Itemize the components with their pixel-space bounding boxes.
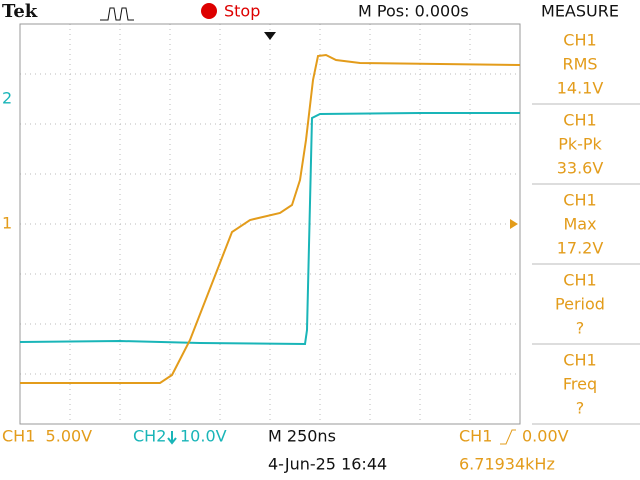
timebase: M 250ns — [268, 427, 336, 446]
ch2-scale-icon — [167, 431, 177, 445]
brand: Tek — [2, 1, 38, 22]
date-time: 4-Jun-25 16:44 — [268, 455, 387, 474]
measure-value: 14.1V — [557, 79, 604, 98]
measure-name: RMS — [562, 55, 597, 74]
horizontal-position: M Pos: 0.000s — [358, 2, 469, 21]
measure-value: ? — [576, 319, 585, 338]
measure-name: Period — [555, 295, 605, 314]
trigger-level: 0.00V — [522, 427, 569, 446]
graticule — [20, 24, 520, 424]
ch1-scale: CH1 5.00V — [2, 427, 92, 446]
measure-value: 17.2V — [557, 239, 604, 258]
stop-icon — [201, 3, 217, 19]
trigger-level-marker — [510, 219, 518, 229]
measure-panel: CH1 RMS 14.1V CH1 Pk-Pk 33.6V CH1 Max 17.2V CH1 Pe… — [167, 31, 640, 445]
measure-value: ? — [576, 399, 585, 418]
measure-channel: CH1 — [563, 351, 596, 370]
trigger-frequency: 6.71934kHz — [459, 455, 555, 474]
measure-channel: CH1 — [563, 31, 596, 50]
measure-name: Freq — [563, 375, 597, 394]
trigger-edge-icon — [500, 429, 516, 445]
measure-name: Pk-Pk — [558, 135, 602, 154]
measure-channel: CH1 — [563, 191, 596, 210]
ch2-ground-marker: 2 — [2, 89, 12, 108]
ch1-trace — [20, 53, 521, 384]
graticule-border — [19, 23, 521, 425]
ch1-ground-marker: 1 — [2, 214, 12, 233]
acquisition-icon — [100, 7, 134, 21]
ch2-label: CH2 — [133, 427, 166, 446]
ch2-scale: 10.0V — [180, 427, 227, 446]
run-state: Stop — [224, 2, 260, 21]
ch2-trace — [19, 112, 520, 346]
trigger-source: CH1 — [459, 427, 492, 446]
measure-name: Max — [563, 215, 596, 234]
trigger-position-marker — [264, 32, 276, 40]
measure-value: 33.6V — [557, 159, 604, 178]
measure-title: MEASURE — [541, 2, 619, 21]
measure-channel: CH1 — [563, 111, 596, 130]
measure-channel: CH1 — [563, 271, 596, 290]
